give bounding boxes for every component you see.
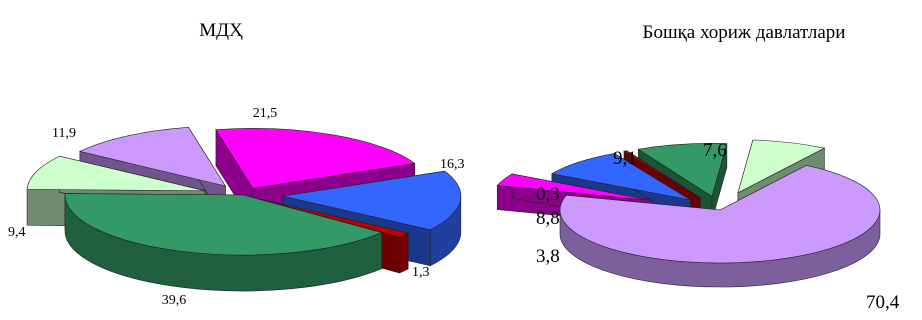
pie-2-label-3: 0,3 xyxy=(536,184,560,205)
pie-chart-other-countries: 70,4 3,8 8,8 0,3 9,1 7,6 xyxy=(496,139,900,313)
pie-2-slice-0 xyxy=(559,164,881,288)
chart-1-title: МДҲ xyxy=(199,20,243,41)
pie-1-label-0: 21,5 xyxy=(253,106,278,121)
pie-2-label-4: 9,1 xyxy=(613,148,637,169)
pie-2-label-1: 3,8 xyxy=(536,246,560,267)
pie-1-label-3: 39,6 xyxy=(162,293,187,308)
pie-1-label-1: 16,3 xyxy=(440,157,465,172)
pie-1-label-2: 1,3 xyxy=(412,265,430,280)
chart-2-title: Бошқа хориж давлатлари xyxy=(643,22,846,43)
pie-2-label-2: 8,8 xyxy=(536,208,560,229)
pie-1-label-4: 9,4 xyxy=(8,225,26,240)
pie-2-label-5: 7,6 xyxy=(703,140,727,161)
pie-chart-mdh: 21,5 16,3 1,3 39,6 9,4 11,9 xyxy=(8,106,465,308)
pie-2-label-0: 70,4 xyxy=(866,292,900,313)
pie-1-label-5: 11,9 xyxy=(52,126,76,141)
pie-1-slice-3 xyxy=(64,193,383,292)
